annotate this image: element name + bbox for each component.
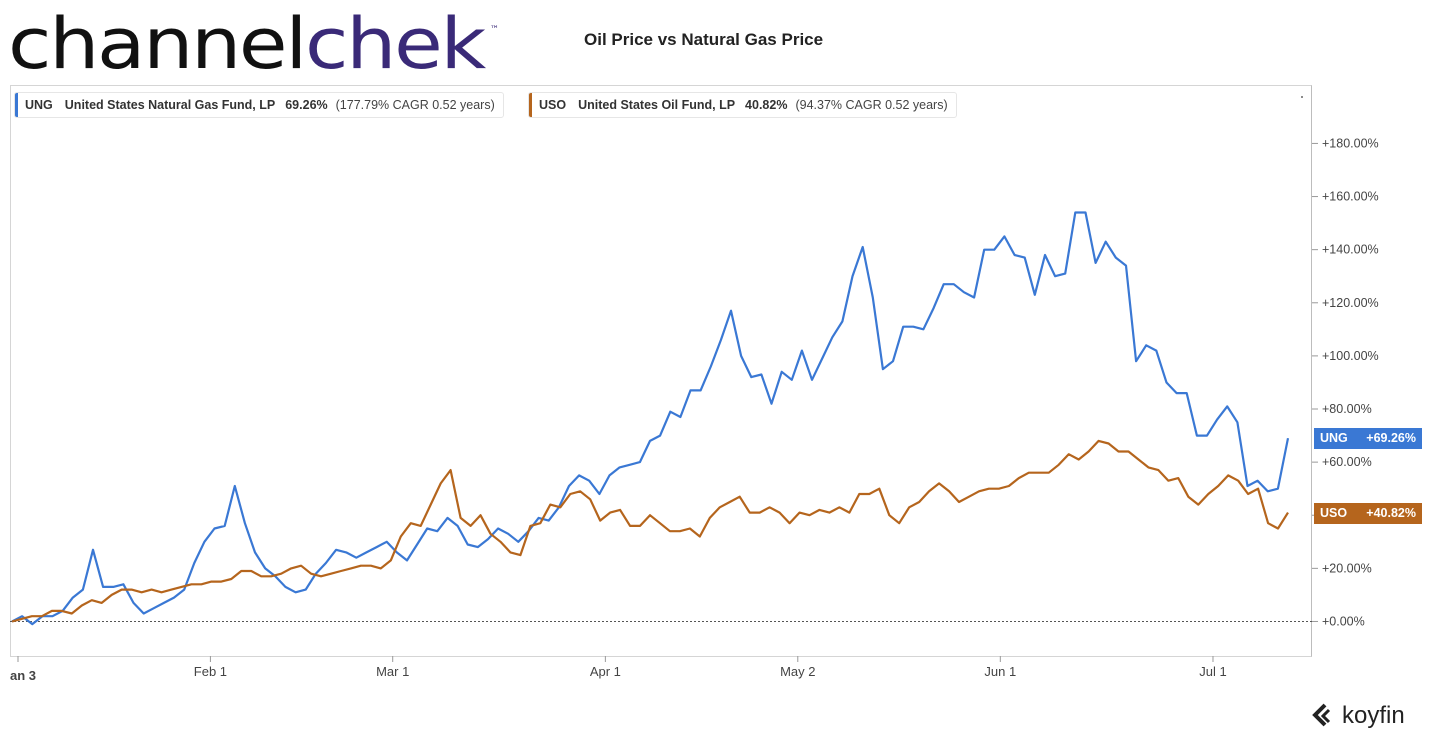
x-tick-label: Apr 1 <box>590 664 621 679</box>
y-tick-label: +20.00% <box>1322 561 1372 575</box>
y-tick-label: +60.00% <box>1322 455 1372 469</box>
x-tick-label: an 3 <box>10 668 36 683</box>
legend-return-ung: 69.26% <box>285 98 328 112</box>
y-axis: +0.00%+20.00%+40.00%+60.00%+80.00%+100.0… <box>1312 136 1379 628</box>
y-tick-label: +0.00% <box>1322 614 1365 628</box>
chart-frame <box>10 85 1312 657</box>
koyfin-watermark: koyfin <box>1312 700 1405 732</box>
x-tick-label: May 2 <box>780 664 815 679</box>
y-tick-label: +160.00% <box>1322 190 1379 204</box>
chart-title: Oil Price vs Natural Gas Price <box>584 30 824 49</box>
end-label-ticker-ung: UNG <box>1320 431 1348 446</box>
legend-name-uso: United States Oil Fund, LP <box>578 98 736 112</box>
legend-return-uso: 40.82% <box>745 98 788 112</box>
legend-name-ung: United States Natural Gas Fund, LP <box>64 98 276 112</box>
x-tick-label: Jul 1 <box>1199 664 1226 679</box>
legend-item-ung[interactable]: UNG United States Natural Gas Fund, LP 6… <box>14 92 504 118</box>
x-axis: an 3 Feb 1 Mar 1 Apr 1 May 2 Jun 1 Jul 1 <box>10 656 1227 683</box>
y-tick-label: +100.00% <box>1322 349 1379 363</box>
legend-cagr-ung: (177.79% CAGR 0.52 years) <box>335 98 495 112</box>
legend-color-bar-ung <box>15 93 18 117</box>
legend-cagr-uso: (94.37% CAGR 0.52 years) <box>795 98 948 112</box>
menu-dot-icon[interactable] <box>1301 96 1303 98</box>
koyfin-logo-icon <box>1312 703 1331 727</box>
channelchek-logo: channel chek ™ <box>8 3 498 82</box>
end-label-value-ung: +69.26% <box>1366 431 1416 446</box>
end-label-ung: UNG +69.26% <box>1314 428 1422 450</box>
y-tick-label: +140.00% <box>1322 243 1379 257</box>
logo-trademark: ™ <box>490 25 498 35</box>
end-label-ticker-uso: USO <box>1320 505 1348 520</box>
legend-ticker-uso: USO <box>539 98 567 112</box>
x-tick-label: Jun 1 <box>984 664 1016 679</box>
legend-color-bar-uso <box>529 93 532 117</box>
x-tick-label: Mar 1 <box>376 664 409 679</box>
legend-ticker-ung: UNG <box>25 98 53 112</box>
legend-item-uso[interactable]: USO United States Oil Fund, LP 40.82% (9… <box>528 92 957 118</box>
y-tick-label: +120.00% <box>1322 296 1379 310</box>
koyfin-wordmark: koyfin <box>1342 702 1405 729</box>
y-tick-label: +80.00% <box>1322 402 1372 416</box>
x-tick-label: Feb 1 <box>194 664 227 679</box>
end-label-uso: USO +40.82% <box>1314 502 1422 524</box>
logo-text-chek: chek <box>305 3 487 82</box>
end-label-value-uso: +40.82% <box>1366 505 1416 520</box>
logo-text-channel: channel <box>8 3 305 82</box>
y-tick-label: +180.00% <box>1322 136 1379 150</box>
